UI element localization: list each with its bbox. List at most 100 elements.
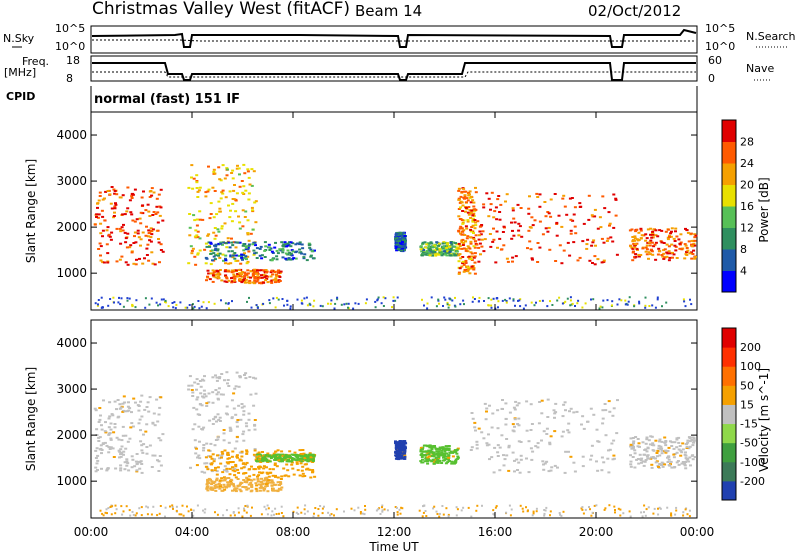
power-echo-cell	[265, 277, 269, 280]
velocity-echo-cell	[487, 443, 491, 446]
velocity-echo-cell	[95, 447, 99, 450]
velocity-echo-cell	[238, 483, 242, 486]
power-echo-cell	[145, 247, 149, 250]
power-echo-cell	[693, 236, 697, 239]
velocity-ground-scatter-cell	[363, 513, 366, 516]
power-echo-cell	[106, 261, 110, 264]
power-echo-cell	[227, 270, 231, 273]
power-echo-cell	[649, 233, 652, 236]
velocity-colorbar-segment	[722, 423, 736, 444]
velocity-ground-scatter-cell	[243, 507, 245, 510]
velocity-echo-cell	[546, 398, 550, 401]
power-echo-cell	[294, 243, 298, 246]
power-echo-cell	[608, 222, 612, 225]
velocity-echo-cell	[447, 454, 451, 457]
velocity-echo-cell	[217, 418, 221, 421]
velocity-echo-cell	[646, 447, 650, 450]
power-ground-scatter-cell	[638, 302, 641, 305]
xtick-label: 12:00	[377, 525, 412, 539]
power-ground-scatter-cell	[162, 298, 165, 301]
power-echo-cell	[264, 245, 268, 248]
velocity-echo-cell	[561, 430, 565, 433]
power-echo-cell	[688, 252, 692, 255]
velocity-echo-cell	[245, 480, 249, 483]
power-echo-cell	[226, 237, 230, 240]
power-echo-cell	[475, 243, 479, 246]
power-ground-scatter-cell	[347, 302, 350, 305]
velocity-ground-scatter-cell	[535, 510, 538, 513]
power-ground-scatter-cell	[277, 298, 280, 301]
power-echo-cell	[209, 242, 213, 245]
velocity-echo-cell	[105, 469, 109, 472]
power-echo-cell	[526, 247, 529, 250]
velocity-echo-cell	[485, 407, 489, 410]
power-echo-cell	[121, 213, 125, 216]
velocity-echo-cell	[435, 450, 439, 453]
velocity-echo-cell	[219, 485, 222, 488]
power-echo-cell	[644, 246, 648, 249]
power-colorbar-segment	[722, 184, 736, 207]
velocity-echo-cell	[229, 480, 233, 482]
velocity-ground-scatter-cell	[303, 508, 306, 511]
velocity-echo-cell	[139, 460, 143, 463]
power-ground-scatter-cell	[558, 296, 561, 299]
velocity-echo-cell	[430, 459, 434, 462]
velocity-echo-cell	[566, 429, 570, 432]
velocity-echo-cell	[595, 428, 599, 431]
velocity-echo-cell	[216, 454, 219, 457]
power-ground-scatter-cell	[109, 298, 112, 300]
velocity-echo-cell	[400, 454, 404, 457]
power-ground-scatter-cell	[508, 297, 511, 300]
velocity-echo-cell	[250, 489, 254, 492]
power-ground-scatter-cell	[524, 304, 527, 307]
power-echo-cell	[243, 277, 246, 280]
velocity-echo-cell	[229, 478, 233, 481]
velocity-echo-cell	[290, 460, 294, 463]
velocity-echo-cell	[420, 461, 424, 464]
power-echo-cell	[634, 243, 638, 246]
power-echo-cell	[474, 221, 478, 224]
power-echo-cell	[161, 219, 165, 222]
velocity-echo-cell	[643, 453, 647, 456]
velocity-ground-scatter-cell	[657, 507, 659, 510]
velocity-ground-scatter-cell	[684, 508, 687, 511]
power-echo-cell	[263, 256, 267, 258]
power-echo-cell	[440, 254, 444, 257]
velocity-echo-cell	[101, 443, 105, 445]
power-ground-scatter-cell	[437, 299, 440, 302]
velocity-echo-cell	[138, 467, 142, 470]
power-echo-cell	[633, 244, 637, 247]
velocity-ground-scatter-cell	[241, 515, 244, 518]
power-echo-cell	[465, 227, 469, 230]
velocity-ground-scatter-cell	[359, 511, 362, 513]
velocity-echo-cell	[226, 457, 230, 460]
velocity-ground-scatter-cell	[441, 505, 444, 507]
power-ground-scatter-cell	[173, 301, 176, 304]
power-echo-cell	[218, 178, 222, 181]
velocity-echo-cell	[103, 441, 107, 444]
velocity-echo-cell	[94, 449, 98, 452]
power-echo-cell	[213, 227, 217, 229]
power-echo-cell	[529, 226, 533, 229]
velocity-echo-cell	[240, 403, 244, 405]
velocity-ground-scatter-cell	[115, 508, 118, 511]
power-echo-cell	[280, 241, 284, 244]
velocity-ground-scatter-cell	[106, 512, 108, 515]
power-echo-cell	[193, 235, 197, 238]
power-echo-cell	[510, 237, 514, 240]
power-echo-cell	[133, 220, 137, 223]
velocity-echo-cell	[252, 376, 255, 379]
power-echo-cell	[472, 256, 476, 259]
power-echo-cell	[131, 192, 135, 195]
power-echo-cell	[466, 245, 470, 248]
power-echo-cell	[520, 235, 524, 238]
power-echo-cell	[255, 280, 259, 283]
power-echo-cell	[274, 241, 277, 244]
power-echo-cell	[648, 253, 652, 256]
velocity-echo-cell	[652, 449, 656, 452]
velocity-echo-cell	[395, 442, 399, 445]
velocity-ground-scatter-cell	[399, 512, 402, 515]
power-echo-cell	[224, 276, 228, 279]
power-echo-cell	[646, 228, 650, 231]
velocity-echo-cell	[244, 372, 248, 375]
